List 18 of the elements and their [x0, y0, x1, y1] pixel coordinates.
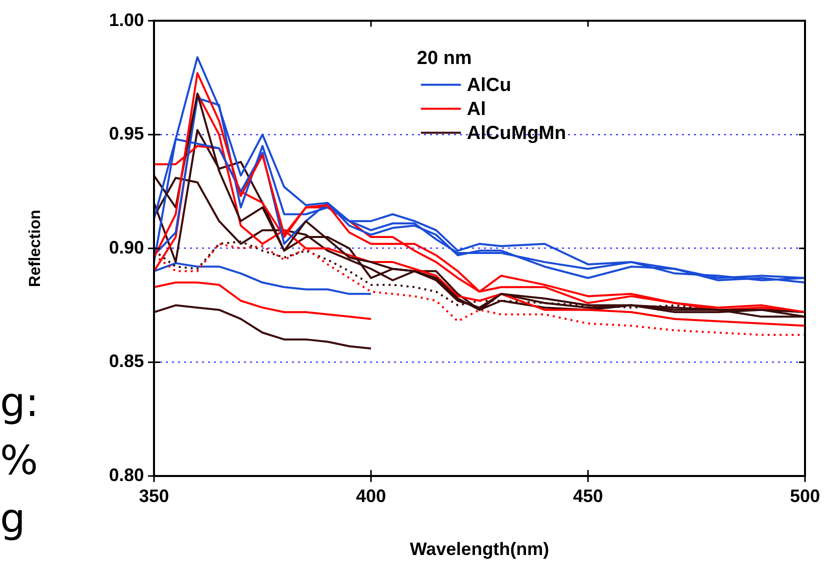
x-axis-title: Wavelength(nm) [410, 539, 550, 560]
legend-label: AlCu [466, 75, 512, 96]
y-tick-label: 1.00 [108, 10, 144, 30]
y-axis-title: Reflection [27, 210, 44, 288]
text: % [0, 438, 38, 484]
x-tick-label: 350 [138, 486, 170, 506]
x-tick-label: 450 [572, 486, 604, 506]
y-tick-label: 0.95 [108, 124, 144, 144]
y-tick-label: 0.90 [108, 237, 144, 258]
y-tick-label: 0.85 [108, 351, 144, 372]
y-tick-label: 0.80 [108, 464, 144, 485]
legend-label: AlCuMgMn [466, 123, 566, 144]
x-tick-label: 400 [356, 486, 386, 506]
text: g: [0, 380, 39, 426]
legend-title: 20 nm [416, 48, 472, 70]
text: g [0, 496, 26, 542]
legend-label: Al [466, 99, 486, 120]
x-tick-label: 500 [790, 486, 820, 506]
